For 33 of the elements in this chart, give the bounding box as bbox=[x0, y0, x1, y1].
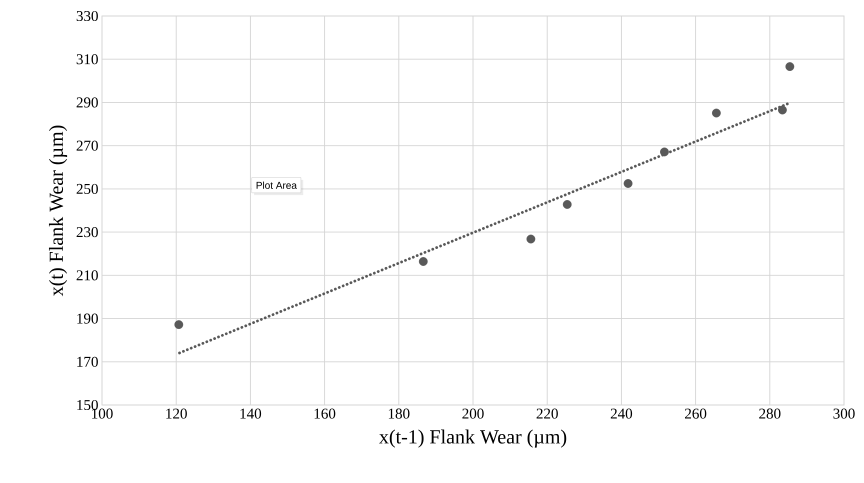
x-tick-label: 280 bbox=[759, 408, 780, 419]
x-tick-label: 180 bbox=[388, 408, 410, 419]
point bbox=[660, 148, 669, 156]
x-tick-label: 100 bbox=[92, 408, 113, 419]
point bbox=[174, 320, 184, 330]
point bbox=[418, 257, 428, 266]
x-tick-label: 140 bbox=[240, 408, 262, 419]
y-tick-label: 290 bbox=[76, 97, 98, 108]
x-tick-label: 160 bbox=[314, 408, 336, 419]
x-tick-label: 300 bbox=[833, 408, 855, 419]
y-tick-label: 190 bbox=[77, 313, 98, 324]
y-tick-label: 270 bbox=[76, 140, 98, 151]
y-axis-title: x(t) Flank Wear (µm) bbox=[48, 126, 68, 296]
point bbox=[778, 106, 787, 114]
y-tick-label: 230 bbox=[76, 227, 98, 238]
x-tick-label: 120 bbox=[166, 408, 187, 419]
y-tick-label: 310 bbox=[76, 54, 98, 64]
y-tick-label: 150 bbox=[77, 400, 98, 410]
x-tick-label: 200 bbox=[462, 408, 484, 419]
point bbox=[526, 234, 536, 244]
y-tick-label: 330 bbox=[76, 10, 98, 22]
y-tick-label: 210 bbox=[76, 270, 98, 280]
x-tick-label: 240 bbox=[610, 408, 632, 419]
annotation: Plot Area bbox=[256, 182, 297, 189]
y-tick-label: 170 bbox=[77, 356, 98, 367]
point bbox=[562, 200, 572, 209]
x-tick-label: 220 bbox=[536, 408, 558, 419]
point bbox=[624, 179, 632, 188]
y-tick-label: 250 bbox=[76, 184, 98, 194]
point bbox=[785, 62, 794, 71]
x-axis-title: x(t-1) Flank Wear (µm) bbox=[379, 430, 566, 448]
point bbox=[712, 108, 721, 118]
x-tick-label: 260 bbox=[685, 408, 706, 419]
